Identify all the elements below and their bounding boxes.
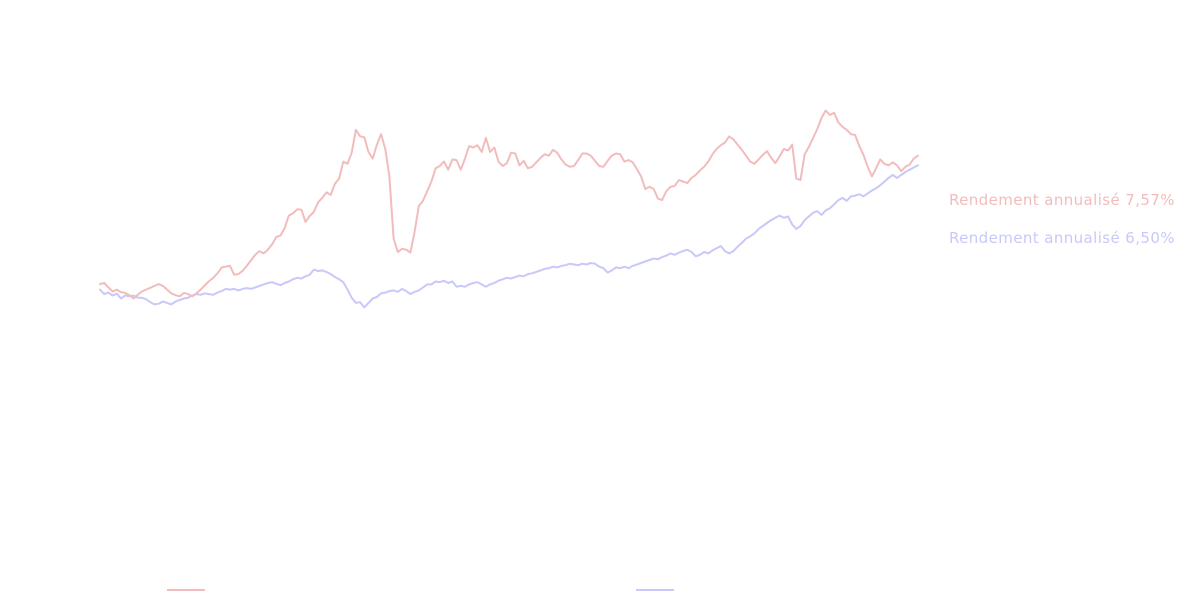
red-series-end-label: Rendement annualisé 7,57% [949, 191, 1175, 209]
blue-series-end-label: Rendement annualisé 6,50% [949, 229, 1175, 247]
end-label-layer: Rendement annualisé 7,57% Rendement annua… [949, 191, 1175, 247]
series-layer [99, 109, 919, 309]
blue-series-line [99, 164, 919, 309]
red-series-line [99, 109, 919, 300]
